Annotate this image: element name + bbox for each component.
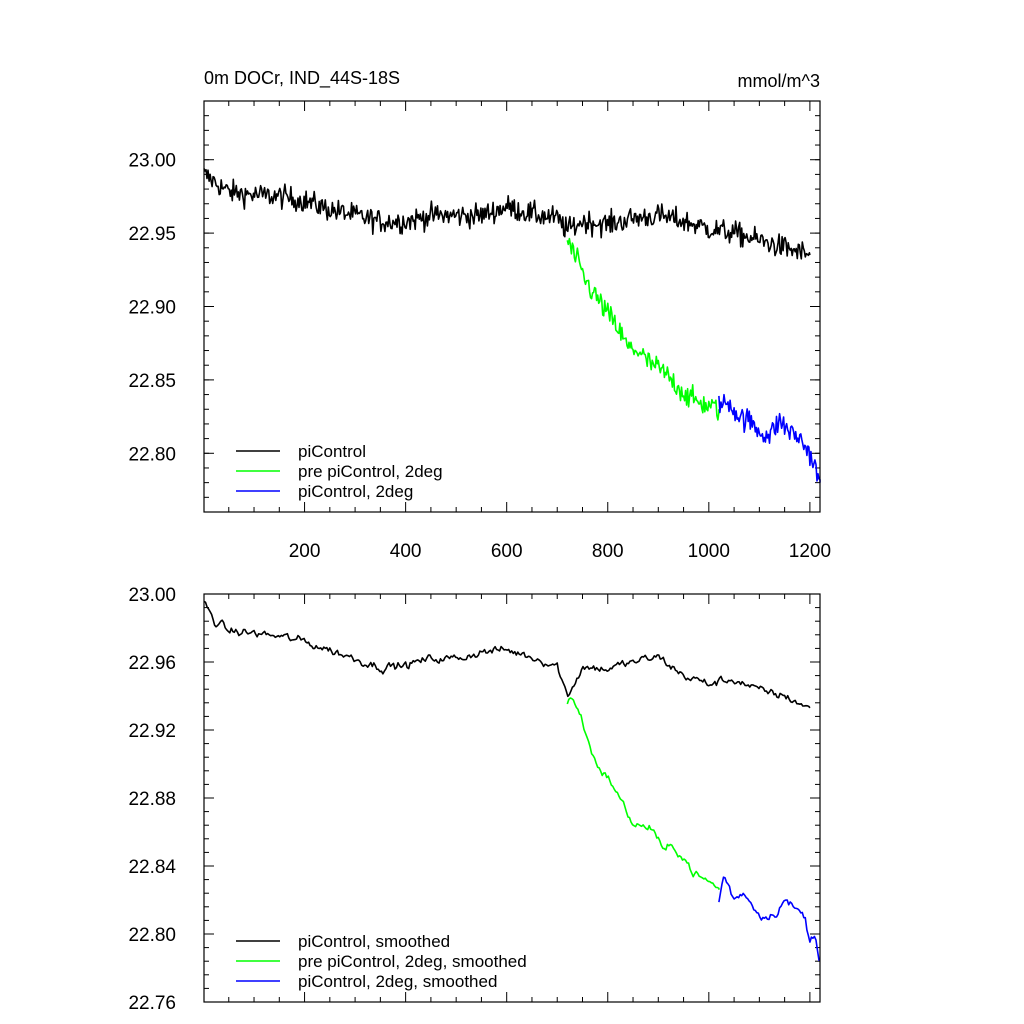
series-line-1	[203, 600, 811, 709]
y-tick-label: 22.95	[128, 224, 176, 245]
y-tick-label: 22.80	[128, 925, 176, 946]
y-tick-label: 22.88	[128, 789, 176, 810]
legend-entry: pre piControl, 2deg	[236, 462, 443, 481]
chart-title: 0m DOCr, IND_44S-18S	[204, 68, 400, 89]
top-panel: 0m DOCr, IND_44S-18S mmol/m^3 200 400 600 8…	[128, 68, 831, 562]
y-tick-label: 22.92	[128, 721, 176, 742]
y-tick-label: 23.00	[128, 585, 176, 606]
legend: piControl pre piControl, 2deg piControl,…	[236, 442, 443, 501]
x-tick-label: 400	[390, 541, 422, 562]
plot-frame	[203, 593, 821, 1003]
legend-label: piControl, 2deg	[298, 482, 413, 501]
y-tick-label: 23.00	[128, 151, 176, 172]
units-label: mmol/m^3	[738, 71, 820, 91]
legend-label: pre piControl, 2deg	[298, 462, 443, 481]
series-line-1	[203, 168, 811, 260]
plot-frame	[203, 100, 821, 513]
series-line-3	[718, 876, 821, 962]
legend-entry: piControl	[236, 442, 366, 461]
y-tick-label: 22.90	[128, 298, 176, 319]
y-tick-label: 22.84	[128, 857, 176, 878]
legend-label: pre piControl, 2deg, smoothed	[298, 952, 527, 971]
legend-entry: piControl, smoothed	[236, 932, 450, 951]
x-tick-label: 200	[289, 541, 321, 562]
bottom-panel: 22.76 22.80 22.84 22.88 22.92 22.96 23.00 piCo…	[128, 585, 821, 1014]
legend-label: piControl	[298, 442, 366, 461]
legend-entry: piControl, 2deg	[236, 482, 413, 501]
series-line-2	[566, 237, 720, 421]
y-tick-label: 22.96	[128, 653, 176, 674]
legend-entry: pre piControl, 2deg, smoothed	[236, 952, 527, 971]
legend-entry: piControl, 2deg, smoothed	[236, 972, 497, 991]
y-tick-label: 22.85	[128, 371, 176, 392]
x-tick-label: 1200	[789, 541, 831, 562]
series-line-3	[718, 393, 821, 483]
legend-label: piControl, 2deg, smoothed	[298, 972, 497, 991]
legend: piControl, smoothed pre piControl, 2deg,…	[236, 932, 527, 991]
legend-label: piControl, smoothed	[298, 932, 450, 951]
x-tick-label: 600	[491, 541, 523, 562]
x-tick-label: 800	[592, 541, 624, 562]
series-line-2	[566, 697, 720, 890]
x-tick-label: 1000	[688, 541, 730, 562]
y-tick-label: 22.76	[128, 993, 176, 1014]
y-tick-label: 22.80	[128, 444, 176, 465]
